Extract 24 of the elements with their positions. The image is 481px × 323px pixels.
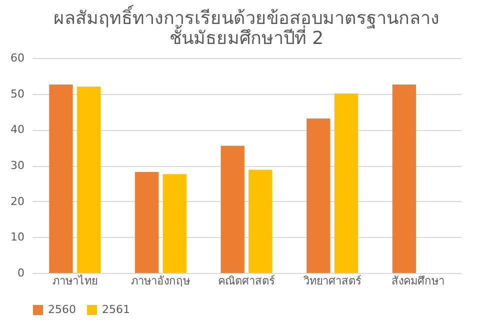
x-tick-label: สังคมศึกษา xyxy=(392,274,445,288)
y-tick-label: 60 xyxy=(10,52,24,64)
bar xyxy=(49,84,73,273)
legend-label: 2560 xyxy=(48,303,76,316)
x-tick-label: คณิตศาสตร์ xyxy=(218,274,275,288)
bar xyxy=(248,170,272,273)
chart-title: ผลสัมฤทธิ์ทางการเรียนด้วยข้อสอบมาตรฐานกลาง ชั้นมัธยมศึกษาปีที่ 2 xyxy=(54,4,440,49)
bar xyxy=(76,86,101,273)
bar xyxy=(134,172,159,273)
y-tick-label: 50 xyxy=(10,87,24,100)
bar xyxy=(392,84,416,273)
y-tick-label: 20 xyxy=(10,194,24,208)
y-tick-label: 0 xyxy=(18,266,24,280)
bar xyxy=(306,118,330,273)
y-tick-label: 10 xyxy=(10,230,24,244)
x-tick-label: วิทยาศาสตร์ xyxy=(302,274,362,288)
y-tick-label: 30 xyxy=(10,159,24,172)
bar xyxy=(334,93,358,273)
x-tick-label: ภาษาไทย xyxy=(52,274,98,288)
bar xyxy=(220,146,244,273)
bar xyxy=(162,174,186,273)
y-tick-label: 40 xyxy=(10,123,24,136)
legend-label: 2561 xyxy=(102,303,130,316)
x-tick-label: ภาษาอังกฤษ xyxy=(131,274,190,288)
